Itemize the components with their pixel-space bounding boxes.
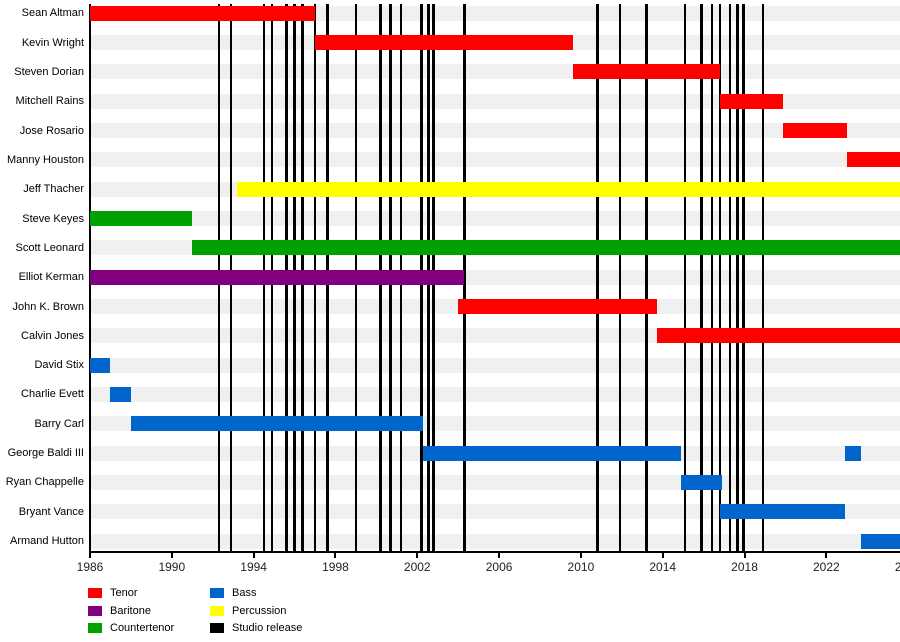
member-bar	[90, 357, 111, 373]
studio-release-line	[683, 4, 687, 552]
legend-label: Bass	[232, 587, 257, 599]
member-bar	[572, 64, 720, 80]
member-bar	[315, 35, 573, 51]
member-name-label: Manny Houston	[6, 153, 84, 166]
x-axis-tick-label: 1998	[322, 560, 349, 574]
member-bar	[720, 93, 784, 109]
x-axis-tick-label: 2006	[485, 560, 513, 574]
member-name-label: Sean Altman	[21, 7, 84, 20]
legend-swatch	[88, 588, 102, 598]
legend-label: Percussion	[232, 604, 287, 617]
x-axis-tick-label: 1990	[158, 560, 186, 574]
legend-label: Baritone	[110, 604, 151, 617]
row-band	[90, 211, 900, 226]
studio-release-line	[761, 4, 765, 552]
member-bar	[423, 445, 682, 461]
member-bar	[861, 533, 900, 549]
member-name-label: Bryant Vance	[18, 505, 84, 518]
member-bar	[130, 416, 424, 432]
x-axis-tick-label: 2018	[731, 560, 758, 574]
x-axis-tick-label: 2022	[813, 560, 840, 574]
member-name-label: Mitchell Rains	[15, 95, 84, 108]
member-name-label: George Baldi III	[7, 447, 84, 460]
x-axis-tick	[252, 553, 255, 558]
x-axis-tick	[170, 553, 173, 558]
studio-release-line	[736, 4, 739, 552]
member-bar	[90, 269, 465, 285]
studio-release-line	[700, 4, 703, 552]
x-axis-tick	[661, 553, 664, 558]
row-band	[90, 152, 900, 168]
x-axis-tick-label: 2026	[894, 560, 900, 574]
member-name-label: Steve Keyes	[22, 212, 84, 225]
x-axis-tick-label: 2002	[403, 560, 431, 574]
row-band	[90, 504, 900, 520]
member-bar	[846, 152, 900, 168]
member-name-label: Charlie Evett	[21, 388, 84, 401]
member-bar	[844, 445, 862, 461]
member-bar	[720, 504, 845, 520]
member-bar	[783, 123, 847, 139]
x-axis-tick	[579, 553, 582, 558]
member-name-label: Scott Leonard	[15, 241, 85, 254]
member-name-label: Kevin Wright	[21, 36, 84, 49]
studio-release-line	[618, 4, 622, 552]
member-name-label: Armand Hutton	[10, 535, 84, 548]
legend-swatch	[210, 588, 224, 598]
member-bar	[90, 211, 193, 226]
member-name-label: John K. Brown	[12, 300, 84, 313]
legend-swatch	[210, 623, 224, 634]
x-axis-tick-label: 1994	[240, 560, 267, 574]
x-axis-tick	[89, 553, 91, 558]
x-axis-tick-label: 2010	[567, 560, 595, 574]
member-bar	[237, 181, 900, 197]
member-name-label: Barry Carl	[34, 417, 84, 430]
member-name-label: Calvin Jones	[21, 329, 84, 342]
studio-release-line	[742, 4, 745, 552]
row-band	[90, 64, 900, 80]
row-band	[90, 474, 900, 490]
legend-label: Tenor	[110, 587, 138, 599]
member-name-label: Elliot Kerman	[18, 271, 84, 284]
x-axis-tick	[334, 553, 337, 558]
x-axis-tick	[498, 553, 501, 558]
member-name-label: David Stix	[34, 359, 84, 372]
studio-release-line	[463, 4, 466, 552]
member-bar	[90, 5, 315, 21]
x-axis-line	[89, 551, 900, 553]
studio-release-line	[710, 4, 714, 552]
row-band	[90, 357, 900, 373]
legend-swatch	[88, 605, 102, 616]
row-band	[90, 93, 900, 109]
row-band	[90, 123, 900, 139]
member-bar	[458, 299, 657, 314]
member-bar	[192, 240, 900, 256]
studio-release-line	[728, 4, 732, 552]
legend-label: Studio release	[232, 622, 303, 635]
studio-release-line	[718, 4, 722, 552]
legend-swatch	[88, 623, 102, 634]
member-bar	[656, 328, 900, 344]
member-bar	[681, 474, 723, 490]
x-axis-tick	[416, 553, 419, 558]
x-axis-tick-label: 2014	[649, 560, 677, 574]
x-axis-tick	[825, 553, 828, 558]
studio-release-line	[645, 4, 648, 552]
row-band	[90, 533, 900, 549]
member-name-label: Jose Rosario	[19, 124, 84, 137]
row-band	[90, 386, 900, 402]
member-name-label: Jeff Thacher	[23, 183, 84, 196]
member-bar	[110, 386, 131, 402]
studio-release-line	[596, 4, 599, 552]
member-name-label: Ryan Chappelle	[5, 476, 84, 489]
member-name-label: Steven Dorian	[14, 65, 84, 78]
legend-swatch	[210, 605, 224, 616]
x-axis-tick	[743, 553, 746, 558]
x-axis-tick-label: 1986	[76, 560, 104, 574]
legend-label: Countertenor	[110, 622, 175, 635]
